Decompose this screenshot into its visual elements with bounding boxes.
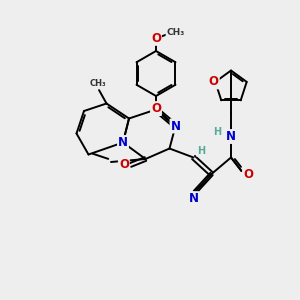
Text: O: O: [151, 102, 161, 115]
Text: N: N: [226, 130, 236, 143]
Text: O: O: [119, 158, 129, 172]
Text: CH₃: CH₃: [89, 80, 106, 88]
Text: N: N: [188, 192, 199, 205]
Text: N: N: [170, 119, 181, 133]
Text: H: H: [213, 127, 222, 137]
Text: N: N: [118, 136, 128, 149]
Text: O: O: [243, 167, 253, 181]
Text: O: O: [209, 75, 219, 88]
Text: CH₃: CH₃: [167, 28, 184, 37]
Text: H: H: [197, 146, 205, 156]
Text: O: O: [151, 32, 161, 45]
